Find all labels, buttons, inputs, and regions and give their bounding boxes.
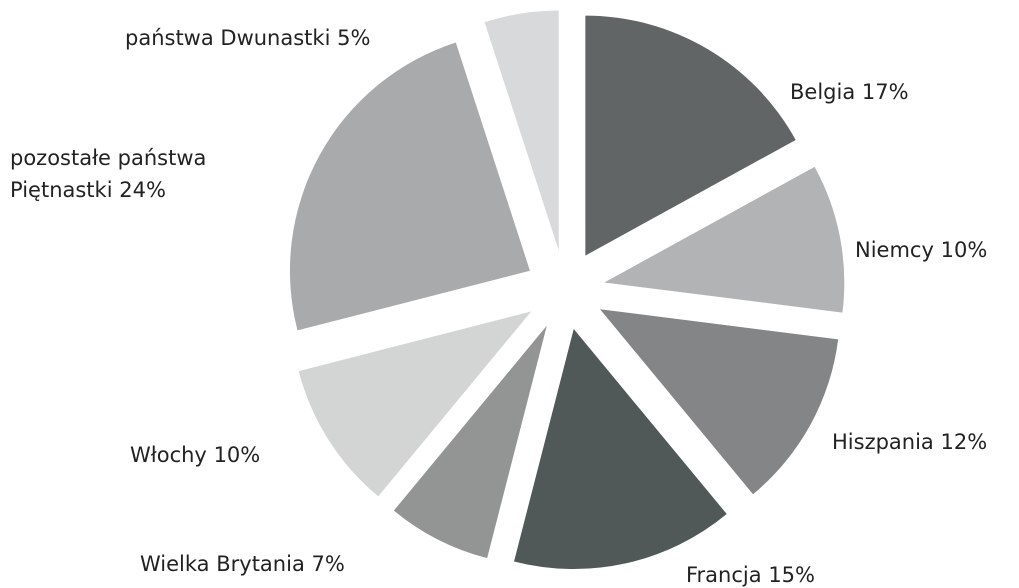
value-label: 10%: [940, 238, 988, 262]
slice-label: Belgia 17%: [790, 76, 1019, 108]
value-label: 5%: [337, 26, 371, 50]
value-label: 7%: [311, 552, 345, 576]
category-name: pozostałe państwa Piętnastki: [10, 146, 207, 202]
value-label: 24%: [119, 178, 166, 202]
value-label: 15%: [768, 563, 815, 587]
value-label: 12%: [940, 430, 988, 454]
pie-slice: [298, 311, 532, 497]
slice-label: Niemcy 10%: [855, 234, 1019, 266]
slice-label: Francja 15%: [686, 559, 886, 588]
category-name: państwa Dwunastki: [125, 26, 331, 50]
slice-label: Wielka Brytania 7%: [140, 548, 440, 580]
slice-label: państwa Dwunastki 5%: [125, 22, 445, 54]
slice-label: pozostałe państwa Piętnastki 24%: [10, 142, 240, 206]
pie-slice: [600, 309, 839, 495]
slice-label: Włochy 10%: [130, 439, 330, 471]
pie-slice: [484, 10, 559, 251]
category-name: Włochy: [130, 443, 207, 467]
category-name: Wielka Brytania: [140, 552, 305, 576]
slice-label: Hiszpania 12%: [832, 426, 1019, 458]
pie-slice: [514, 329, 727, 570]
pie-slice: [585, 15, 796, 256]
category-name: Belgia: [790, 80, 856, 104]
value-label: 17%: [861, 80, 909, 104]
category-name: Niemcy: [855, 238, 934, 262]
pie-slice: [393, 325, 547, 559]
category-name: Hiszpania: [832, 430, 934, 454]
category-name: Francja: [686, 563, 762, 587]
pie-slice: [289, 42, 530, 331]
pie-slice: [604, 166, 845, 313]
value-label: 10%: [213, 443, 261, 467]
